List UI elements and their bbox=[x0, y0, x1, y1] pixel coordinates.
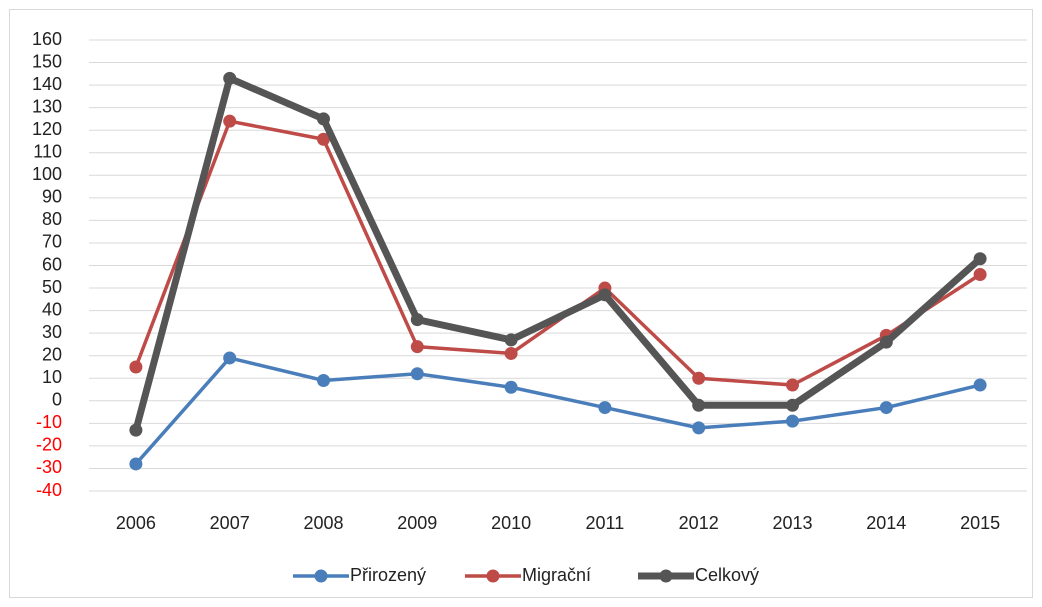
legend-marker bbox=[659, 569, 673, 583]
legend-marker bbox=[486, 569, 500, 583]
data-point bbox=[317, 374, 330, 388]
data-point bbox=[129, 457, 143, 471]
legend-label: Přirozený bbox=[350, 565, 426, 585]
y-tick-label: 70 bbox=[42, 232, 62, 252]
y-tick-label: -20 bbox=[36, 435, 62, 455]
legend-label: Celkový bbox=[695, 565, 759, 585]
y-tick-label: 100 bbox=[32, 164, 62, 184]
data-point bbox=[598, 401, 612, 415]
data-point bbox=[317, 112, 330, 126]
data-point bbox=[692, 371, 706, 385]
y-tick-label: 120 bbox=[32, 119, 62, 139]
data-point bbox=[786, 414, 799, 428]
y-tick-label: 110 bbox=[33, 142, 62, 162]
series-line bbox=[132, 74, 983, 432]
x-tick-label: 2007 bbox=[210, 513, 250, 533]
y-tick-label: 0 bbox=[52, 390, 62, 410]
x-tick-label: 2012 bbox=[679, 513, 719, 533]
x-tick-label: 2010 bbox=[491, 513, 531, 533]
data-point bbox=[504, 346, 518, 360]
y-tick-label: 30 bbox=[42, 322, 62, 342]
data-point bbox=[223, 351, 237, 365]
legend-label: Migrační bbox=[522, 565, 591, 585]
data-point bbox=[786, 398, 799, 412]
data-point bbox=[879, 401, 893, 415]
data-point bbox=[410, 367, 424, 381]
data-point bbox=[879, 335, 893, 349]
y-tick-label: 10 bbox=[42, 367, 62, 387]
y-tick-label: 140 bbox=[32, 74, 62, 94]
data-point bbox=[598, 288, 612, 302]
x-tick-label: 2011 bbox=[586, 513, 625, 533]
data-point bbox=[973, 268, 987, 282]
data-point bbox=[692, 421, 706, 435]
data-point bbox=[410, 313, 424, 327]
data-point bbox=[973, 378, 987, 392]
y-tick-label: 60 bbox=[42, 254, 62, 274]
x-tick-label: 2013 bbox=[772, 513, 812, 533]
y-tick-label: 150 bbox=[32, 51, 62, 71]
data-point bbox=[786, 378, 799, 392]
y-tick-label: 80 bbox=[42, 209, 62, 229]
y-tick-label: -40 bbox=[36, 480, 62, 500]
y-tick-label: 160 bbox=[32, 29, 62, 49]
x-tick-label: 2006 bbox=[116, 513, 156, 533]
data-point bbox=[504, 380, 518, 394]
x-tick-label: 2009 bbox=[397, 513, 437, 533]
x-tick-label: 2015 bbox=[960, 513, 1000, 533]
y-tick-label: 50 bbox=[42, 277, 62, 297]
data-point bbox=[410, 340, 424, 354]
series-line bbox=[134, 356, 981, 466]
chart-border bbox=[9, 9, 1033, 598]
data-point bbox=[129, 360, 143, 374]
y-tick-label: -30 bbox=[36, 457, 62, 477]
data-point bbox=[223, 71, 237, 85]
y-tick-label: 90 bbox=[42, 187, 62, 207]
data-point bbox=[129, 423, 143, 437]
data-point bbox=[973, 252, 987, 266]
legend-marker bbox=[314, 569, 328, 583]
data-point bbox=[223, 114, 237, 128]
x-tick-label: 2014 bbox=[866, 513, 906, 533]
data-point bbox=[504, 333, 518, 347]
y-tick-label: 40 bbox=[42, 299, 62, 319]
data-point bbox=[317, 132, 330, 146]
y-tick-label: -10 bbox=[36, 412, 62, 432]
x-tick-label: 2008 bbox=[303, 513, 343, 533]
y-tick-label: 130 bbox=[32, 96, 62, 116]
data-point bbox=[692, 398, 706, 412]
y-tick-label: 20 bbox=[42, 344, 62, 364]
